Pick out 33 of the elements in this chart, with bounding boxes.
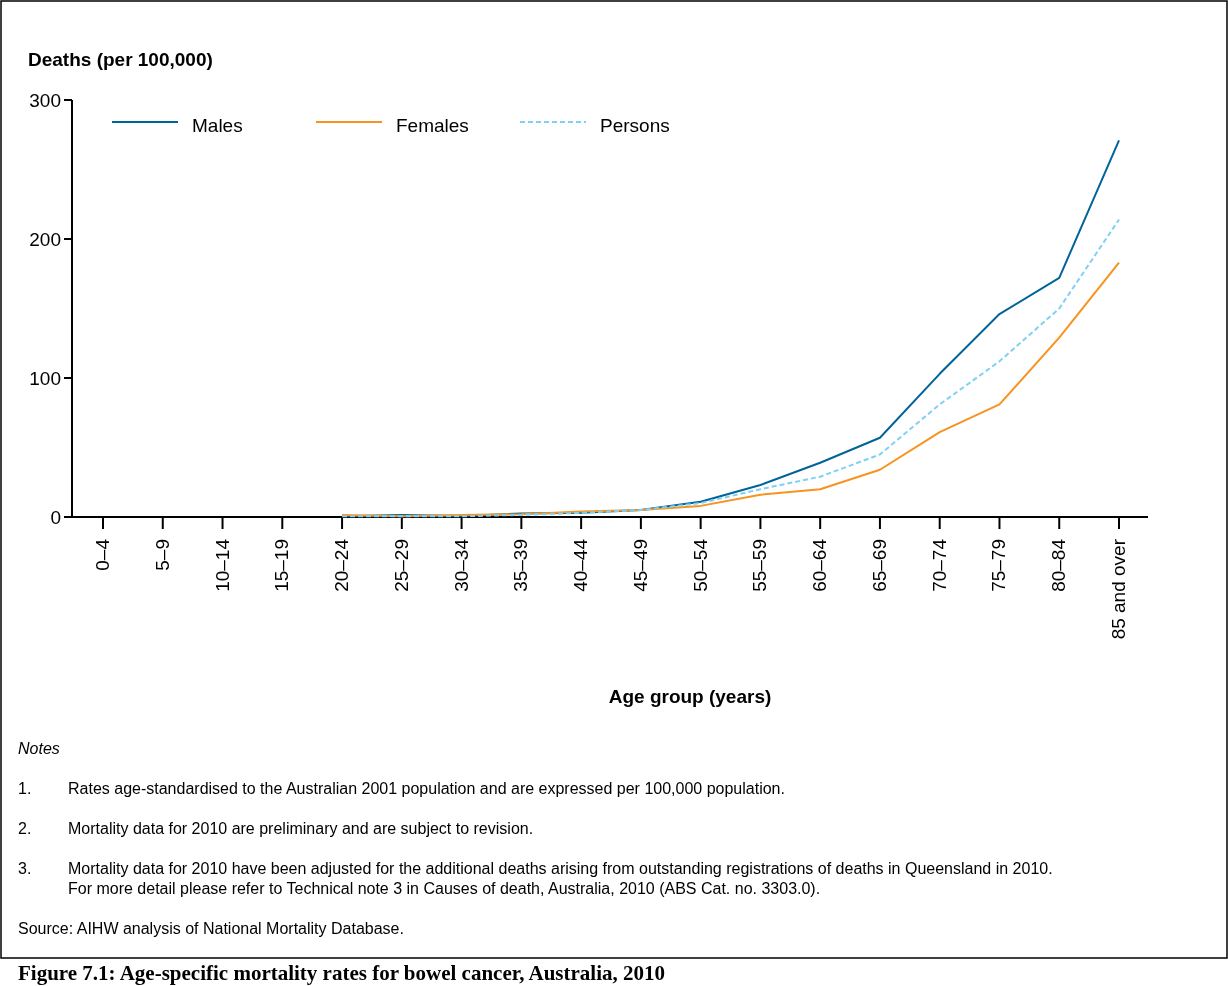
x-tick-label: 15–19 xyxy=(271,539,293,592)
x-tick-label: 10–14 xyxy=(211,538,233,592)
x-tick-label: 45–49 xyxy=(629,539,651,592)
x-tick-label: 25–29 xyxy=(390,539,412,592)
text: 3. Mortality data for 2010 have been adjusted for the additional deaths arising from outstanding registrations of deaths in Queensland in 2010. For more detail please refer to Technical note 3 in Causes of death, Australia, 2010 (ABS Cat. no. 3303.0). xyxy=(18,860,1053,897)
x-tick-label: 70–74 xyxy=(928,538,950,592)
text: Figure 7.1: Age-specific mortality rates for bowel cancer, Australia, 2010 xyxy=(18,961,665,985)
x-tick-label: 55–59 xyxy=(749,539,771,592)
x-tick-label: 0–4 xyxy=(92,538,113,571)
text: 2. Mortality data for 2010 are preliminary and are subject to revision. xyxy=(18,820,534,837)
x-tick-label: 20–24 xyxy=(331,538,353,592)
legend-label: Persons xyxy=(600,114,670,136)
y-tick-label: 100 xyxy=(29,367,61,389)
x-tick-label: 5–9 xyxy=(151,539,173,571)
x-axis-title: Age group (years) xyxy=(608,686,772,707)
x-tick-label: 35–39 xyxy=(510,539,532,592)
text: Notes xyxy=(18,740,60,757)
x-tick-label: 80–84 xyxy=(1048,538,1070,592)
x-tick-label: 60–64 xyxy=(809,538,831,592)
x-tick-label: 65–69 xyxy=(868,539,890,592)
x-tick-label: 75–79 xyxy=(988,539,1010,592)
x-tick-label: 40–44 xyxy=(570,538,592,592)
x-tick-label: 50–54 xyxy=(689,538,711,592)
source-note: Source: AIHW analysis of National Mortality Database. xyxy=(18,920,404,937)
y-axis-title: Deaths (per 100,000) xyxy=(28,49,213,70)
x-tick-label: 85 and over xyxy=(1108,538,1129,640)
y-tick-label: 0 xyxy=(50,506,61,528)
x-tick-label: 30–34 xyxy=(450,538,472,592)
y-tick-label: 300 xyxy=(29,89,61,111)
legend-label: Males xyxy=(192,114,243,136)
legend-label: Females xyxy=(396,114,469,136)
text: 1. Rates age-standardised to the Australian 2001 population and are expressed per 100,000 population. xyxy=(18,780,785,797)
y-tick-label: 200 xyxy=(29,228,61,250)
